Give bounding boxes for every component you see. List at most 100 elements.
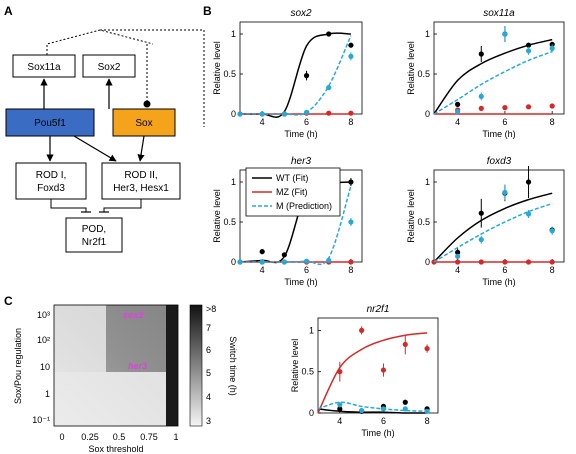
data-point bbox=[402, 341, 408, 348]
data-point bbox=[348, 53, 354, 60]
data-point bbox=[455, 101, 461, 107]
data-point bbox=[455, 249, 461, 255]
chart-title: her3 bbox=[291, 156, 311, 167]
y-axis-label: Relative level bbox=[212, 189, 222, 243]
repression-rod1-pod bbox=[50, 199, 87, 212]
data-point bbox=[478, 105, 484, 111]
panel-label-b: B bbox=[203, 4, 212, 18]
data-point bbox=[326, 31, 332, 37]
data-point bbox=[402, 406, 408, 412]
legend-label-m: M (Prediction) bbox=[276, 201, 332, 211]
data-point bbox=[348, 219, 354, 225]
colorbar-label: Switch time (h) bbox=[228, 336, 238, 396]
data-point bbox=[525, 48, 532, 54]
colorbar-tick: >8 bbox=[206, 304, 216, 314]
node-rod1-line2: Foxd3 bbox=[37, 183, 65, 194]
heatmap-annotation-her3: her3 bbox=[128, 361, 147, 371]
data-point bbox=[259, 111, 265, 117]
data-point bbox=[525, 179, 532, 185]
data-point bbox=[281, 252, 287, 258]
chart-foxd3: foxd3 4 6 8 0 0.5 1 Time (h) Relative level bbox=[406, 156, 565, 287]
series-line-wt bbox=[317, 408, 428, 414]
data-point bbox=[326, 110, 332, 116]
colorbar-tick: 7 bbox=[206, 323, 211, 333]
chart-title: sox2 bbox=[290, 8, 312, 19]
series-line-wt bbox=[433, 192, 553, 263]
data-point bbox=[259, 259, 265, 265]
colorbar-tick: 5 bbox=[206, 368, 211, 378]
y-tick-label: 0.5 bbox=[301, 367, 314, 377]
node-sox bbox=[112, 108, 176, 137]
legend-label-mz: MZ (Fit) bbox=[276, 187, 308, 197]
x-tick-label: 6 bbox=[502, 265, 507, 275]
colorbar bbox=[189, 304, 203, 427]
data-point bbox=[303, 73, 310, 79]
y-tick-label: 0.5 bbox=[417, 217, 430, 227]
data-point bbox=[549, 228, 555, 234]
node-rod2 bbox=[101, 162, 181, 200]
data-point bbox=[348, 179, 354, 185]
data-point bbox=[502, 105, 508, 111]
arrow-sox-rod2 bbox=[137, 135, 145, 162]
y-tick-label: 1 bbox=[425, 29, 430, 39]
heatmap-ylabel: Sox/Pou regulation bbox=[13, 328, 23, 404]
arrow-pou5f1-rod2 bbox=[73, 135, 117, 162]
y-tick-label: 0.5 bbox=[417, 69, 430, 79]
plot-frame bbox=[317, 317, 439, 414]
data-point bbox=[326, 85, 332, 91]
data-point bbox=[525, 211, 532, 217]
data-point bbox=[455, 259, 461, 265]
data-point bbox=[337, 402, 343, 408]
data-point bbox=[549, 103, 555, 109]
data-point bbox=[525, 42, 532, 48]
data-point bbox=[237, 259, 243, 265]
node-pod bbox=[65, 217, 123, 253]
heatmap-xtick: 0 bbox=[59, 432, 64, 442]
y-tick-label: 0 bbox=[309, 408, 314, 418]
chart-title: sox11a bbox=[483, 8, 515, 19]
chart-sox2: sox2 4 6 8 0 0.5 1 Time (h) Relative level bbox=[212, 8, 363, 139]
node-rod1-line1: ROD I, bbox=[36, 170, 67, 181]
plot-frame bbox=[433, 21, 565, 115]
data-point bbox=[337, 369, 343, 375]
data-point bbox=[478, 259, 484, 265]
node-sox-label: Sox bbox=[135, 118, 152, 129]
data-point bbox=[478, 93, 484, 99]
y-tick-label: 1 bbox=[231, 29, 236, 39]
heatmap-ytick: 10⁻¹ bbox=[32, 415, 50, 425]
legend-label-wt: WT (Fit) bbox=[276, 173, 308, 183]
heatmap-ytick: 10³ bbox=[37, 310, 50, 320]
data-point bbox=[359, 407, 365, 414]
heatmap-annotation-sox2: sox2 bbox=[123, 310, 144, 320]
heatmap-threshold-edge bbox=[166, 305, 178, 426]
chart-sox11a: sox11a 4 6 8 0 0.5 1 Time (h) Relative level bbox=[406, 8, 565, 139]
y-tick-label: 0.5 bbox=[223, 69, 236, 79]
chart-title: nr2f1 bbox=[367, 304, 390, 315]
data-point bbox=[380, 367, 387, 373]
x-tick-label: 4 bbox=[260, 265, 265, 275]
node-sox2 bbox=[82, 54, 136, 78]
y-tick-label: 1 bbox=[425, 177, 430, 187]
y-axis-label: Relative level bbox=[406, 41, 416, 95]
heatmap-left-region bbox=[54, 305, 106, 372]
colorbar-tick: 3 bbox=[206, 416, 211, 426]
y-axis-label: Relative level bbox=[406, 189, 416, 243]
data-point bbox=[303, 109, 310, 115]
x-tick-label: 6 bbox=[502, 117, 507, 127]
data-point bbox=[549, 259, 555, 265]
data-point bbox=[502, 259, 508, 265]
heatmap-ytick: 1 bbox=[45, 389, 50, 399]
heatmap-ytick: 10² bbox=[37, 335, 50, 345]
x-tick-label: 8 bbox=[348, 117, 353, 127]
repression-rod2-pod bbox=[103, 199, 142, 212]
data-point bbox=[549, 45, 555, 52]
heatmap-ytick: 10 bbox=[40, 362, 50, 372]
heatmap-xtick: 1 bbox=[173, 432, 178, 442]
x-tick-label: 8 bbox=[348, 265, 353, 275]
data-point bbox=[303, 258, 310, 264]
node-pou5f1-label: Pou5f1 bbox=[34, 118, 66, 129]
y-tick-label: 0.5 bbox=[223, 217, 236, 227]
node-pod-line1: POD, bbox=[82, 224, 106, 235]
panel-label-c: C bbox=[4, 294, 13, 308]
feedback-dot bbox=[143, 100, 151, 108]
